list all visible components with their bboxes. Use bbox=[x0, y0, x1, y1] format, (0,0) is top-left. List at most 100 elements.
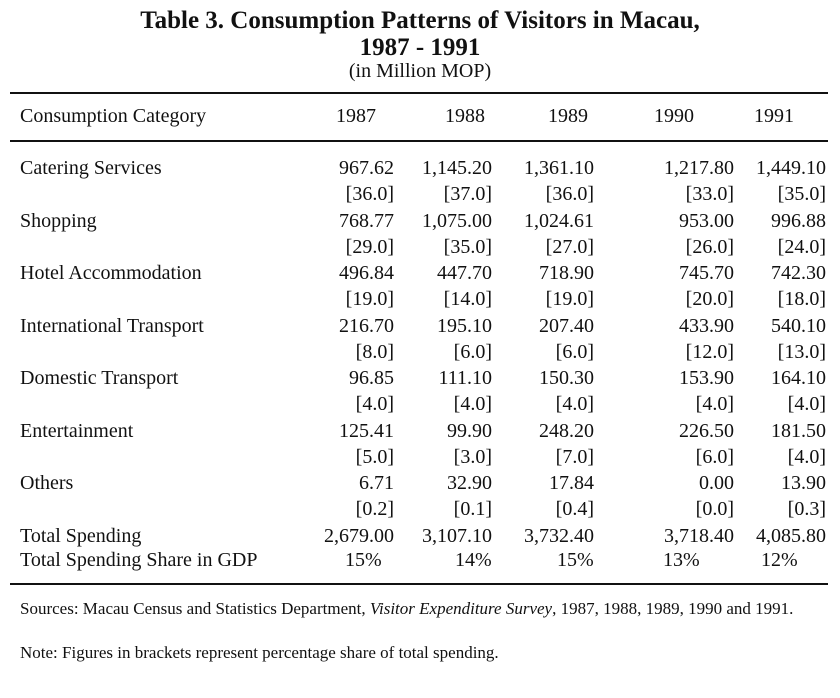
share-cell: [6.0] bbox=[695, 445, 734, 468]
value-cell: 1,217.80 bbox=[664, 157, 734, 179]
gdp-share-cell: 13% bbox=[663, 548, 700, 571]
row-label: Entertainment bbox=[20, 419, 134, 442]
share-cell: [27.0] bbox=[545, 235, 594, 258]
total-value-cell: 3,107.10 bbox=[422, 524, 492, 547]
value-cell: 745.70 bbox=[679, 262, 734, 284]
table-subtitle: (in Million MOP) bbox=[348, 60, 492, 82]
share-cell: [24.0] bbox=[777, 235, 826, 258]
share-cell: [6.0] bbox=[453, 340, 492, 363]
table-row: Others 6.71 32.90 17.84 0.00 13.90 bbox=[0, 470, 840, 496]
share-row: [36.0] [37.0] [36.0] [33.0] [35.0] bbox=[0, 181, 840, 207]
value-cell: 496.84 bbox=[339, 262, 394, 284]
value-cell: 6.71 bbox=[359, 472, 394, 494]
value-cell: 1,145.20 bbox=[422, 157, 492, 179]
value-cell: 181.50 bbox=[771, 419, 826, 442]
value-cell: 447.70 bbox=[437, 262, 492, 284]
table-row: Domestic Transport 96.85 111.10 150.30 153.9… bbox=[0, 365, 840, 391]
value-cell: 96.85 bbox=[349, 367, 394, 389]
share-cell: [4.0] bbox=[787, 445, 826, 468]
value-cell: 207.40 bbox=[539, 314, 594, 337]
value-cell: 111.10 bbox=[438, 367, 492, 389]
share-cell: [33.0] bbox=[685, 183, 734, 205]
brackets-note: Note: Figures in brackets represent perc… bbox=[20, 643, 499, 662]
share-cell: [4.0] bbox=[453, 393, 492, 415]
total-value-cell: 2,679.00 bbox=[324, 524, 394, 547]
value-cell: 1,024.61 bbox=[524, 209, 594, 232]
sources-publication: Visitor Expenditure Survey bbox=[369, 599, 553, 618]
share-row: [19.0] [14.0] [19.0] [20.0] [18.0] bbox=[0, 286, 840, 312]
total-value-cell: 3,732.40 bbox=[524, 524, 594, 547]
value-cell: 0.00 bbox=[699, 472, 734, 494]
value-cell: 125.41 bbox=[339, 419, 394, 442]
value-cell: 17.84 bbox=[549, 472, 594, 494]
value-cell: 768.77 bbox=[339, 209, 394, 232]
header-category: Consumption Category bbox=[20, 105, 207, 127]
share-row: [29.0] [35.0] [27.0] [26.0] [24.0] bbox=[0, 234, 840, 260]
share-cell: [6.0] bbox=[555, 340, 594, 363]
share-cell: [0.0] bbox=[695, 498, 734, 520]
row-label: Shopping bbox=[20, 209, 97, 232]
value-cell: 248.20 bbox=[539, 419, 594, 442]
share-cell: [19.0] bbox=[345, 288, 394, 310]
value-cell: 216.70 bbox=[339, 314, 394, 337]
share-cell: [5.0] bbox=[355, 445, 394, 468]
gdp-share-cell: 14% bbox=[455, 548, 492, 571]
sources-note: Sources: Macau Census and Statistics Dep… bbox=[20, 598, 830, 620]
share-cell: [14.0] bbox=[443, 288, 492, 310]
value-cell: 718.90 bbox=[539, 262, 594, 284]
share-cell: [35.0] bbox=[777, 183, 826, 205]
share-cell: [36.0] bbox=[345, 183, 394, 205]
value-cell: 164.10 bbox=[771, 367, 826, 389]
header-year-1991: 1991 bbox=[754, 105, 794, 127]
total-label: Total Spending bbox=[20, 524, 142, 547]
value-cell: 967.62 bbox=[339, 157, 394, 179]
header-rule bbox=[10, 140, 828, 142]
bottom-rule bbox=[10, 583, 828, 585]
header-year-1990: 1990 bbox=[654, 105, 694, 127]
share-cell: [19.0] bbox=[545, 288, 594, 310]
table-row: Catering Services 967.62 1,145.20 1,361.10 1… bbox=[0, 155, 840, 181]
table-row: International Transport 216.70 195.10 207.4… bbox=[0, 313, 840, 339]
sources-suffix: , 1987, 1988, 1989, 1990 and 1991. bbox=[552, 599, 794, 618]
gdp-share-cell: 15% bbox=[557, 548, 594, 571]
share-cell: [8.0] bbox=[355, 340, 394, 363]
share-cell: [36.0] bbox=[545, 183, 594, 205]
value-cell: 99.90 bbox=[447, 419, 492, 442]
share-cell: [0.4] bbox=[555, 498, 594, 520]
share-cell: [0.3] bbox=[787, 498, 826, 520]
row-label: Hotel Accommodation bbox=[20, 262, 202, 284]
total-value-cell: 3,718.40 bbox=[664, 524, 734, 547]
header-year-1988: 1988 bbox=[445, 105, 485, 127]
table-title-line1: Table 3. Consumption Patterns of Visitor… bbox=[140, 7, 700, 34]
row-label: Others bbox=[20, 472, 74, 494]
row-label: International Transport bbox=[20, 314, 204, 337]
gdp-share-row: Total Spending Share in GDP 15% 14% 15% 13% 1… bbox=[0, 547, 840, 573]
value-cell: 150.30 bbox=[539, 367, 594, 389]
table-row: Hotel Accommodation 496.84 447.70 718.90 745… bbox=[0, 260, 840, 286]
value-cell: 953.00 bbox=[679, 209, 734, 232]
table-title-line2: 1987 - 1991 bbox=[359, 34, 481, 61]
value-cell: 996.88 bbox=[771, 209, 826, 232]
share-cell: [0.2] bbox=[355, 498, 394, 520]
table-row: Shopping 768.77 1,075.00 1,024.61 953.00 996.… bbox=[0, 208, 840, 234]
value-cell: 742.30 bbox=[771, 262, 826, 284]
total-spending-row: Total Spending 2,679.00 3,107.10 3,732.40 3,… bbox=[0, 523, 840, 549]
value-cell: 32.90 bbox=[447, 472, 492, 494]
value-cell: 540.10 bbox=[771, 314, 826, 337]
share-cell: [20.0] bbox=[685, 288, 734, 310]
share-cell: [13.0] bbox=[777, 340, 826, 363]
gdp-share-cell: 12% bbox=[761, 548, 798, 571]
row-label: Catering Services bbox=[20, 157, 162, 179]
gdp-share-cell: 15% bbox=[345, 548, 382, 571]
share-cell: [4.0] bbox=[555, 393, 594, 415]
share-row: [0.2] [0.1] [0.4] [0.0] [0.3] bbox=[0, 496, 840, 522]
sources-prefix: Sources: Macau Census and Statistics Dep… bbox=[20, 599, 370, 618]
value-cell: 13.90 bbox=[781, 472, 826, 494]
share-cell: [37.0] bbox=[443, 183, 492, 205]
value-cell: 1,449.10 bbox=[756, 157, 826, 179]
share-cell: [3.0] bbox=[453, 445, 492, 468]
total-value-cell: 4,085.80 bbox=[756, 524, 826, 547]
value-cell: 1,075.00 bbox=[422, 209, 492, 232]
share-row: [5.0] [3.0] [7.0] [6.0] [4.0] bbox=[0, 444, 840, 470]
share-cell: [4.0] bbox=[695, 393, 734, 415]
